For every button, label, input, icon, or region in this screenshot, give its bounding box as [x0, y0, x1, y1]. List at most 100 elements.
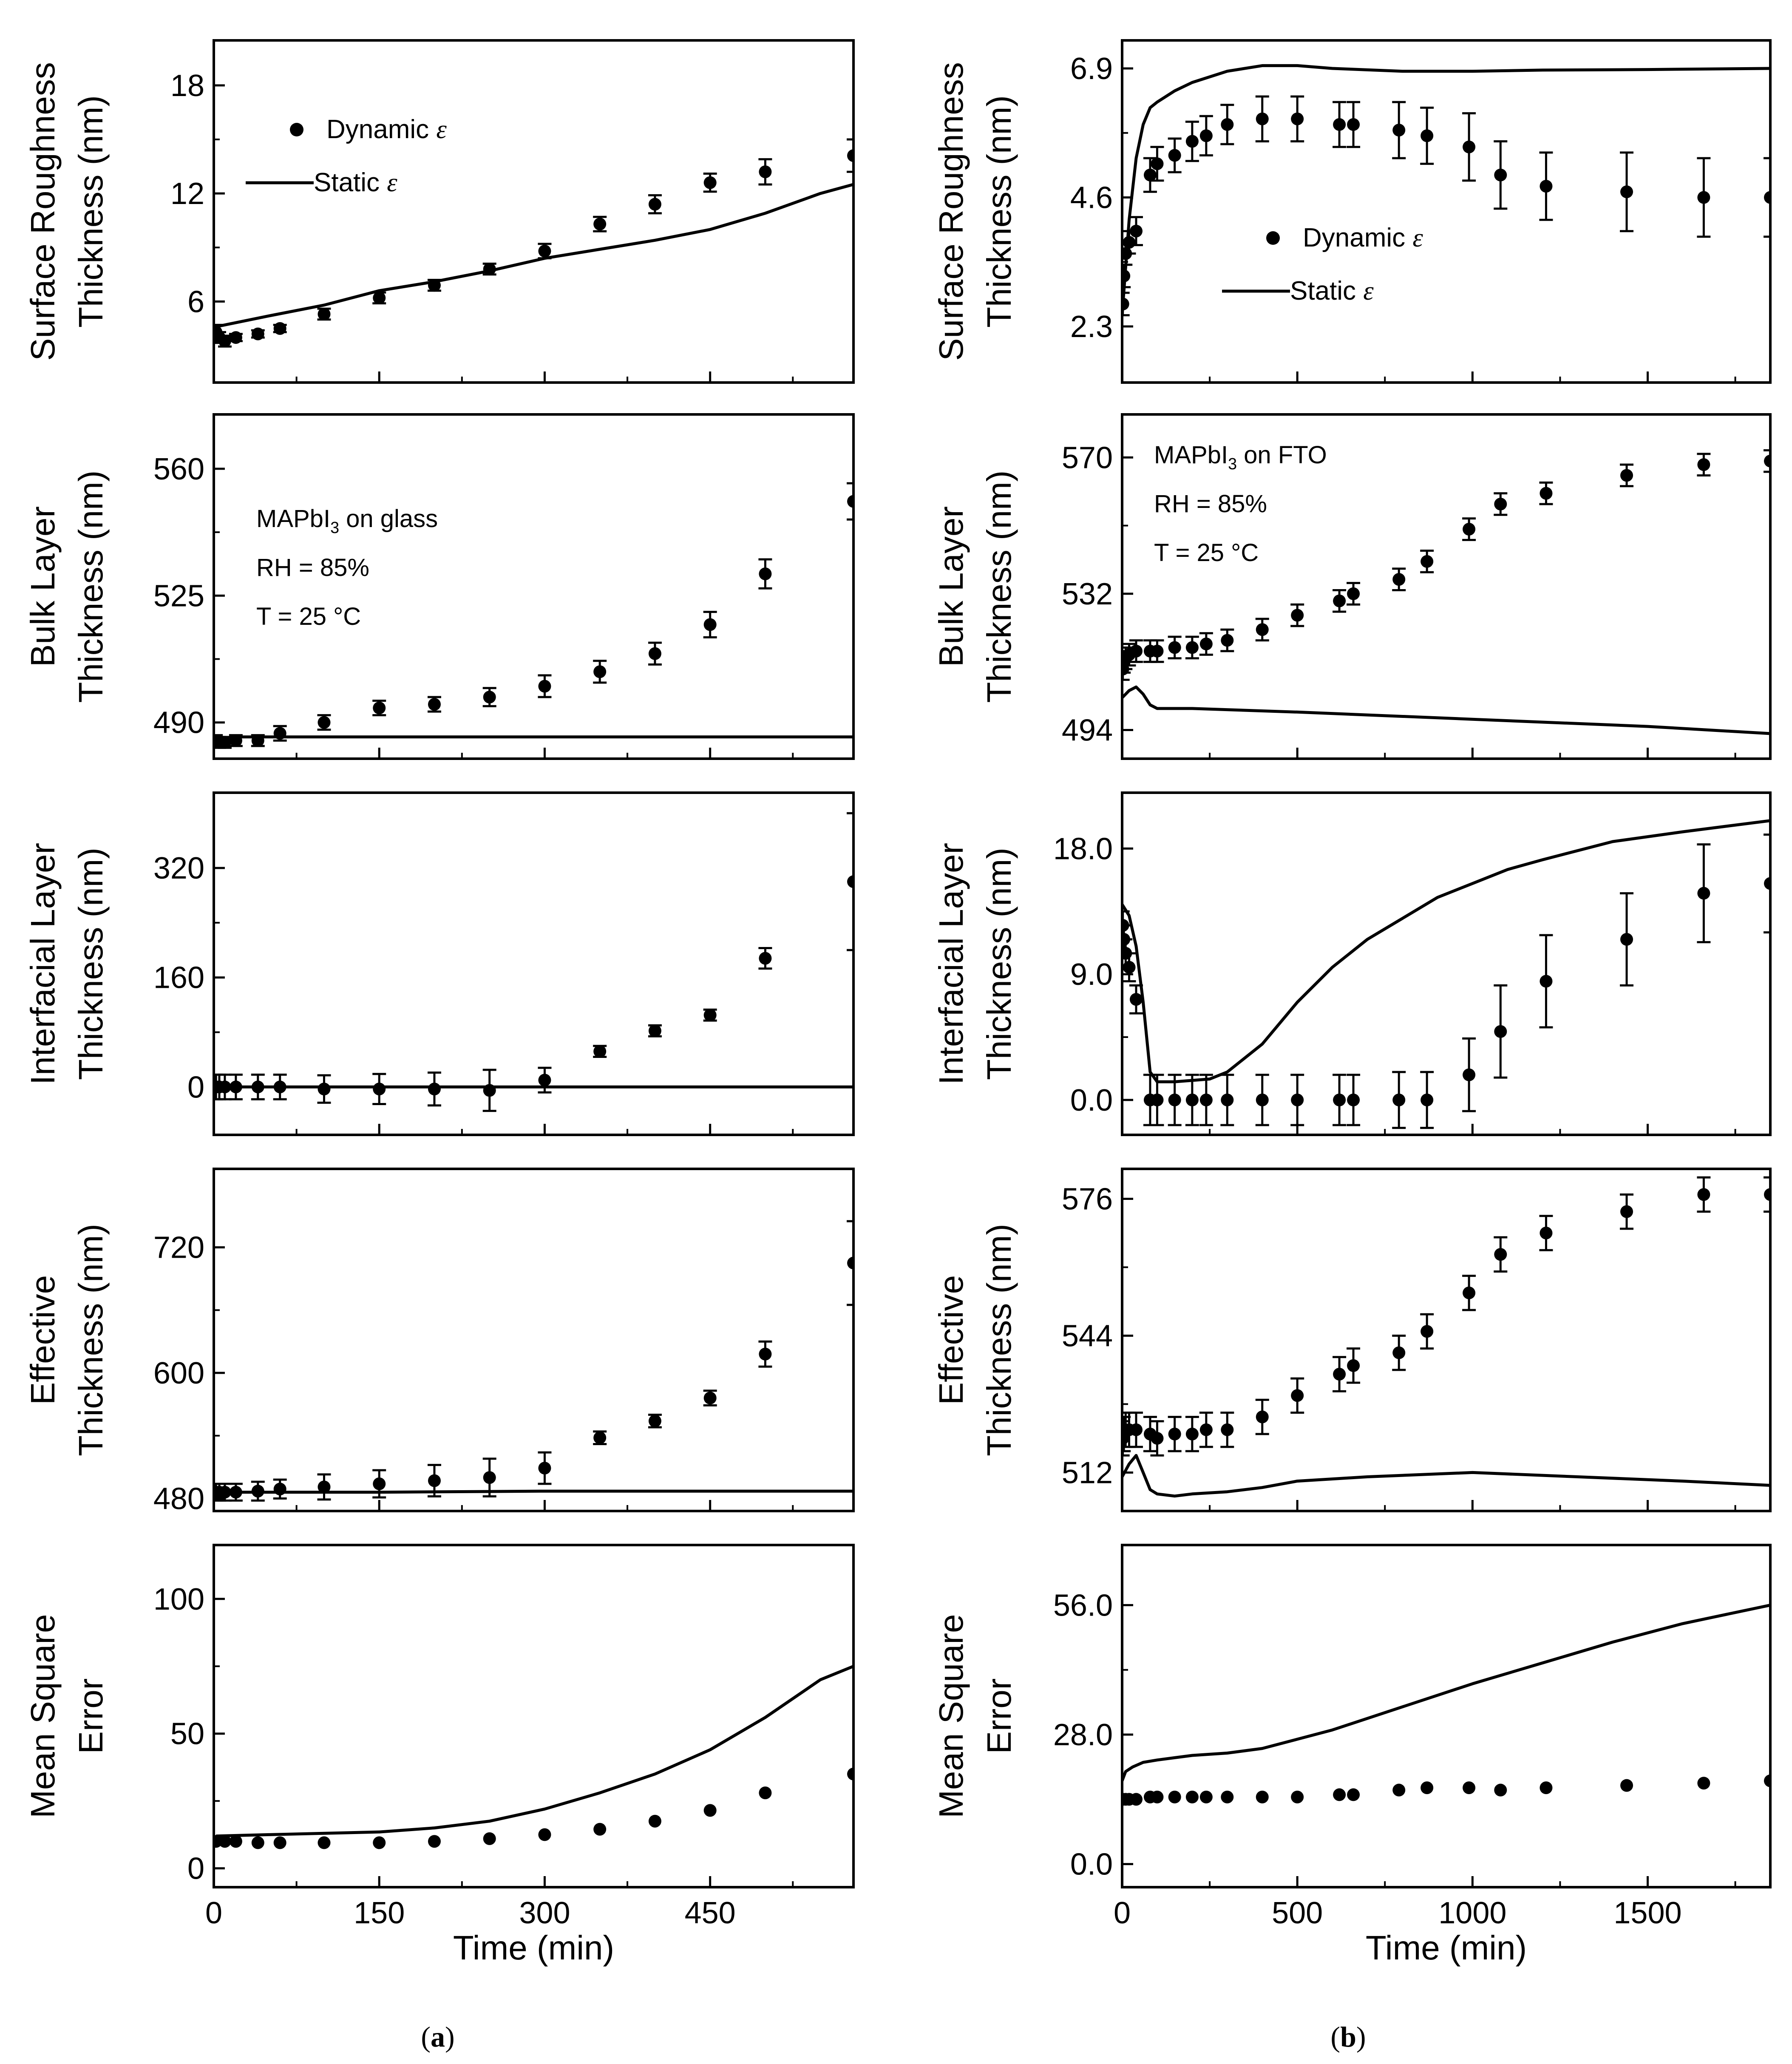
y-axis-label-line-1: Surface Roughness	[24, 62, 62, 361]
series-line-static	[216, 1664, 853, 1838]
data-point	[318, 1836, 331, 1849]
data-point	[703, 1392, 717, 1405]
data-point	[538, 244, 551, 258]
plot-a4: 480 600 720 Effective Thickness (nm)	[24, 1168, 855, 1516]
data-point	[1392, 1783, 1406, 1797]
x-tick-label: 500	[1272, 1896, 1323, 1930]
data-point	[1256, 1410, 1269, 1423]
data-point	[538, 1074, 551, 1087]
data-point	[593, 1823, 607, 1836]
data-point	[1291, 609, 1304, 622]
data-point	[1540, 180, 1553, 193]
data-point	[1129, 1793, 1143, 1806]
data-point	[1347, 1359, 1360, 1372]
data-point	[483, 1471, 496, 1484]
data-point	[1185, 1427, 1199, 1440]
annotation-line: MAPbI3 on glass	[256, 505, 438, 536]
plot-b2: 494 532 570 Bulk Layer Thickness (nm) MAPbI3 …	[932, 413, 1772, 760]
y-axis-label-line-1: Mean Square	[24, 1614, 62, 1818]
y-tick-label: 6	[187, 285, 204, 319]
plot-frame	[1121, 413, 1772, 760]
data-point	[1129, 1423, 1143, 1436]
plot-data-area	[214, 138, 853, 348]
y-axis-label-line-2: Thickness (nm)	[980, 848, 1018, 1080]
data-point	[1392, 1346, 1406, 1359]
x-tick-label: 0	[205, 1896, 222, 1930]
y-tick-label: 18.0	[1053, 832, 1113, 866]
data-point	[1256, 623, 1269, 636]
data-point	[847, 875, 853, 888]
series-line-static	[215, 183, 853, 329]
data-point	[373, 1477, 386, 1490]
data-point	[1620, 933, 1633, 946]
y-tick-label: 720	[153, 1231, 204, 1265]
data-point	[318, 716, 331, 729]
data-point	[1540, 1781, 1553, 1795]
data-point	[483, 691, 496, 704]
y-tick-label: 160	[153, 961, 204, 995]
x-tick-label: 300	[519, 1896, 570, 1930]
plot-frame	[213, 39, 855, 384]
data-point	[1221, 1423, 1234, 1436]
y-tick-label: 0.0	[1070, 1083, 1113, 1117]
y-tick-label: 100	[153, 1582, 204, 1616]
data-point	[1151, 1093, 1164, 1106]
plot-data-area	[1122, 819, 1770, 1129]
data-point	[428, 698, 441, 711]
data-point	[1392, 124, 1406, 137]
y-tick-label: 490	[153, 706, 204, 740]
data-point	[1347, 118, 1360, 131]
data-point	[1221, 1093, 1234, 1106]
data-point	[1347, 587, 1360, 600]
data-point	[1291, 112, 1304, 125]
plot-a3: 0 160 320 Interfacial Layer Thickness (nm)	[24, 791, 855, 1136]
y-axis-label-line-1: Interfacial Layer	[24, 843, 62, 1085]
data-point	[1764, 454, 1770, 468]
y-tick-label: 480	[153, 1482, 204, 1516]
data-point	[373, 1836, 386, 1849]
data-point	[759, 165, 772, 179]
data-point	[318, 1480, 331, 1494]
data-point	[1123, 961, 1136, 974]
x-axis-label: Time (min)	[453, 1929, 614, 1967]
plot-frame	[1121, 1544, 1772, 1888]
y-axis-label-line-1: Interfacial Layer	[932, 843, 970, 1085]
data-point	[1199, 1423, 1213, 1436]
plot-data-area	[1122, 64, 1770, 317]
data-point	[593, 665, 607, 678]
plot-b1: 2.3 4.6 6.9 Surface Roughness Thickness (nm)…	[932, 39, 1772, 384]
data-point	[1463, 1781, 1476, 1795]
data-point	[703, 1009, 717, 1022]
data-point	[1185, 641, 1199, 654]
data-point	[1697, 458, 1710, 471]
data-point	[373, 1083, 386, 1096]
y-tick-label: 494	[1062, 714, 1113, 748]
y-axis-label-line-1: Effective	[932, 1275, 970, 1405]
data-point	[1764, 1188, 1770, 1201]
y-tick-label: 525	[153, 579, 204, 613]
y-axis-label-line-1: Bulk Layer	[932, 506, 970, 667]
series-line-static	[1122, 1603, 1770, 1782]
data-point	[1185, 135, 1199, 148]
x-tick-label: 1000	[1438, 1896, 1506, 1930]
data-point	[229, 1835, 242, 1848]
y-axis-label-line-2: Thickness (nm)	[980, 95, 1018, 328]
annotation-line: RH = 85%	[1154, 490, 1267, 518]
y-tick-label: 320	[153, 851, 204, 885]
data-point	[847, 1256, 853, 1270]
series-line-static	[215, 735, 853, 740]
data-point	[1333, 1368, 1346, 1381]
y-axis-label-line-1: Effective	[24, 1275, 62, 1405]
y-axis-label-line-1: Mean Square	[932, 1614, 970, 1818]
data-point	[1291, 1389, 1304, 1402]
data-point	[1199, 129, 1213, 142]
data-point	[1494, 1248, 1507, 1261]
y-axis-label-line-1: Surface Roughness	[932, 62, 970, 361]
legend-label: Dynamic ε	[1303, 223, 1423, 252]
data-point	[648, 1415, 661, 1428]
data-point	[1494, 1783, 1507, 1797]
data-point	[1463, 140, 1476, 153]
data-point	[1540, 1226, 1553, 1239]
data-point	[1347, 1788, 1360, 1801]
